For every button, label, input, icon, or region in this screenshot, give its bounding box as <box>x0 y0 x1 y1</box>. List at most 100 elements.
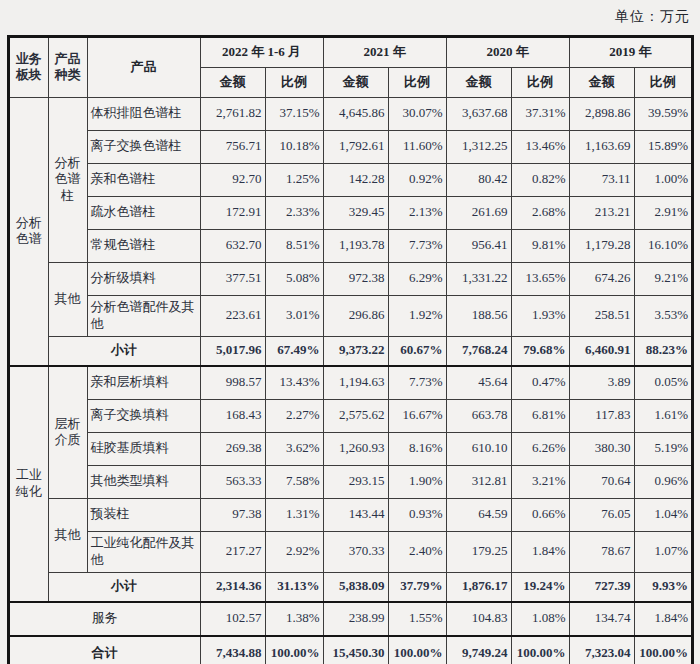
amount-cell: 1,193.78 <box>323 229 388 262</box>
amount-cell: 674.26 <box>569 262 634 295</box>
ratio-cell: 16.10% <box>634 229 692 262</box>
amount-cell: 143.44 <box>323 498 388 531</box>
revenue-breakdown-table: 业务 板块 产品 种类 产品 2022 年 1-6 月 2021 年 2020 … <box>8 36 693 664</box>
ratio-cell: 1.93% <box>511 295 569 336</box>
amount-cell: 5,838.09 <box>323 572 388 602</box>
amount-cell: 6,460.91 <box>569 336 634 366</box>
ratio-cell: 31.13% <box>265 572 323 602</box>
table-row: 常规色谱柱 632.70 8.51% 1,193.78 7.73% 956.41… <box>9 229 692 262</box>
amount-cell: 102.57 <box>200 602 265 636</box>
header-amount: 金额 <box>323 67 388 97</box>
amount-cell: 172.91 <box>200 196 265 229</box>
ratio-cell: 13.65% <box>511 262 569 295</box>
ratio-cell: 0.96% <box>634 465 692 498</box>
amount-cell: 380.30 <box>569 432 634 465</box>
ratio-cell: 1.07% <box>634 531 692 572</box>
amount-cell: 2,575.62 <box>323 399 388 432</box>
ratio-cell: 13.43% <box>265 366 323 400</box>
ratio-cell: 1.04% <box>634 498 692 531</box>
service-label: 服务 <box>9 602 200 636</box>
table-row: 硅胶基质填料 269.38 3.62% 1,260.93 8.16% 610.1… <box>9 432 692 465</box>
amount-cell: 1,163.69 <box>569 130 634 163</box>
amount-cell: 97.38 <box>200 498 265 531</box>
ratio-cell: 6.29% <box>388 262 446 295</box>
header-amount: 金额 <box>200 67 265 97</box>
product-cell: 其他类型填料 <box>87 465 200 498</box>
ratio-cell: 2.33% <box>265 196 323 229</box>
amount-cell: 76.05 <box>569 498 634 531</box>
header-period-2021: 2021 年 <box>323 37 446 67</box>
ratio-cell: 1.84% <box>511 531 569 572</box>
product-cell: 工业纯化配件及其他 <box>87 531 200 572</box>
amount-cell: 972.38 <box>323 262 388 295</box>
ratio-cell: 2.92% <box>265 531 323 572</box>
ratio-cell: 1.31% <box>265 498 323 531</box>
service-row: 服务 102.57 1.38% 238.99 1.55% 104.83 1.08… <box>9 602 692 636</box>
segment-cell: 工业 纯化 <box>9 366 48 602</box>
category-cell: 分析 色谱 柱 <box>48 97 87 262</box>
amount-cell: 92.70 <box>200 163 265 196</box>
header-amount: 金额 <box>569 67 634 97</box>
ratio-cell: 1.61% <box>634 399 692 432</box>
segment-cell: 分析 色谱 <box>9 97 48 366</box>
ratio-cell: 19.24% <box>511 572 569 602</box>
table-row: 分析 色谱 分析 色谱 柱 体积排阻色谱柱 2,761.82 37.15% 4,… <box>9 97 692 130</box>
amount-cell: 1,312.25 <box>446 130 511 163</box>
product-cell: 亲和色谱柱 <box>87 163 200 196</box>
category-cell: 其他 <box>48 498 87 572</box>
amount-cell: 329.45 <box>323 196 388 229</box>
amount-cell: 134.74 <box>569 602 634 636</box>
ratio-cell: 9.81% <box>511 229 569 262</box>
product-cell: 分析级填料 <box>87 262 200 295</box>
category-cell: 层析 介质 <box>48 366 87 499</box>
ratio-cell: 15.89% <box>634 130 692 163</box>
ratio-cell: 8.16% <box>388 432 446 465</box>
ratio-cell: 7.58% <box>265 465 323 498</box>
amount-cell: 998.57 <box>200 366 265 400</box>
amount-cell: 370.33 <box>323 531 388 572</box>
ratio-cell: 2.13% <box>388 196 446 229</box>
amount-cell: 663.78 <box>446 399 511 432</box>
header-ratio: 比例 <box>511 67 569 97</box>
ratio-cell: 2.40% <box>388 531 446 572</box>
product-cell: 分析色谱配件及其他 <box>87 295 200 336</box>
amount-cell: 2,314.36 <box>200 572 265 602</box>
amount-cell: 756.71 <box>200 130 265 163</box>
amount-cell: 15,450.30 <box>323 636 388 664</box>
header-segment: 业务 板块 <box>9 37 48 97</box>
ratio-cell: 6.26% <box>511 432 569 465</box>
ratio-cell: 0.47% <box>511 366 569 400</box>
ratio-cell: 30.07% <box>388 97 446 130</box>
amount-cell: 70.64 <box>569 465 634 498</box>
amount-cell: 296.86 <box>323 295 388 336</box>
ratio-cell: 0.93% <box>388 498 446 531</box>
ratio-cell: 100.00% <box>634 636 692 664</box>
ratio-cell: 100.00% <box>511 636 569 664</box>
ratio-cell: 9.93% <box>634 572 692 602</box>
ratio-cell: 88.23% <box>634 336 692 366</box>
product-cell: 离子交换色谱柱 <box>87 130 200 163</box>
header-period-2022: 2022 年 1-6 月 <box>200 37 323 67</box>
header-ratio: 比例 <box>634 67 692 97</box>
amount-cell: 73.11 <box>569 163 634 196</box>
table-row: 亲和色谱柱 92.70 1.25% 142.28 0.92% 80.42 0.8… <box>9 163 692 196</box>
total-label: 合计 <box>9 636 200 664</box>
header-row-periods: 业务 板块 产品 种类 产品 2022 年 1-6 月 2021 年 2020 … <box>9 37 692 67</box>
ratio-cell: 3.53% <box>634 295 692 336</box>
amount-cell: 9,749.24 <box>446 636 511 664</box>
ratio-cell: 0.92% <box>388 163 446 196</box>
ratio-cell: 5.19% <box>634 432 692 465</box>
amount-cell: 1,179.28 <box>569 229 634 262</box>
amount-cell: 956.41 <box>446 229 511 262</box>
ratio-cell: 1.00% <box>634 163 692 196</box>
header-amount: 金额 <box>446 67 511 97</box>
ratio-cell: 37.15% <box>265 97 323 130</box>
ratio-cell: 3.21% <box>511 465 569 498</box>
amount-cell: 7,323.04 <box>569 636 634 664</box>
subtotal-label: 小计 <box>48 572 200 602</box>
ratio-cell: 16.67% <box>388 399 446 432</box>
amount-cell: 78.67 <box>569 531 634 572</box>
header-period-2020: 2020 年 <box>446 37 569 67</box>
product-cell: 硅胶基质填料 <box>87 432 200 465</box>
product-cell: 疏水色谱柱 <box>87 196 200 229</box>
